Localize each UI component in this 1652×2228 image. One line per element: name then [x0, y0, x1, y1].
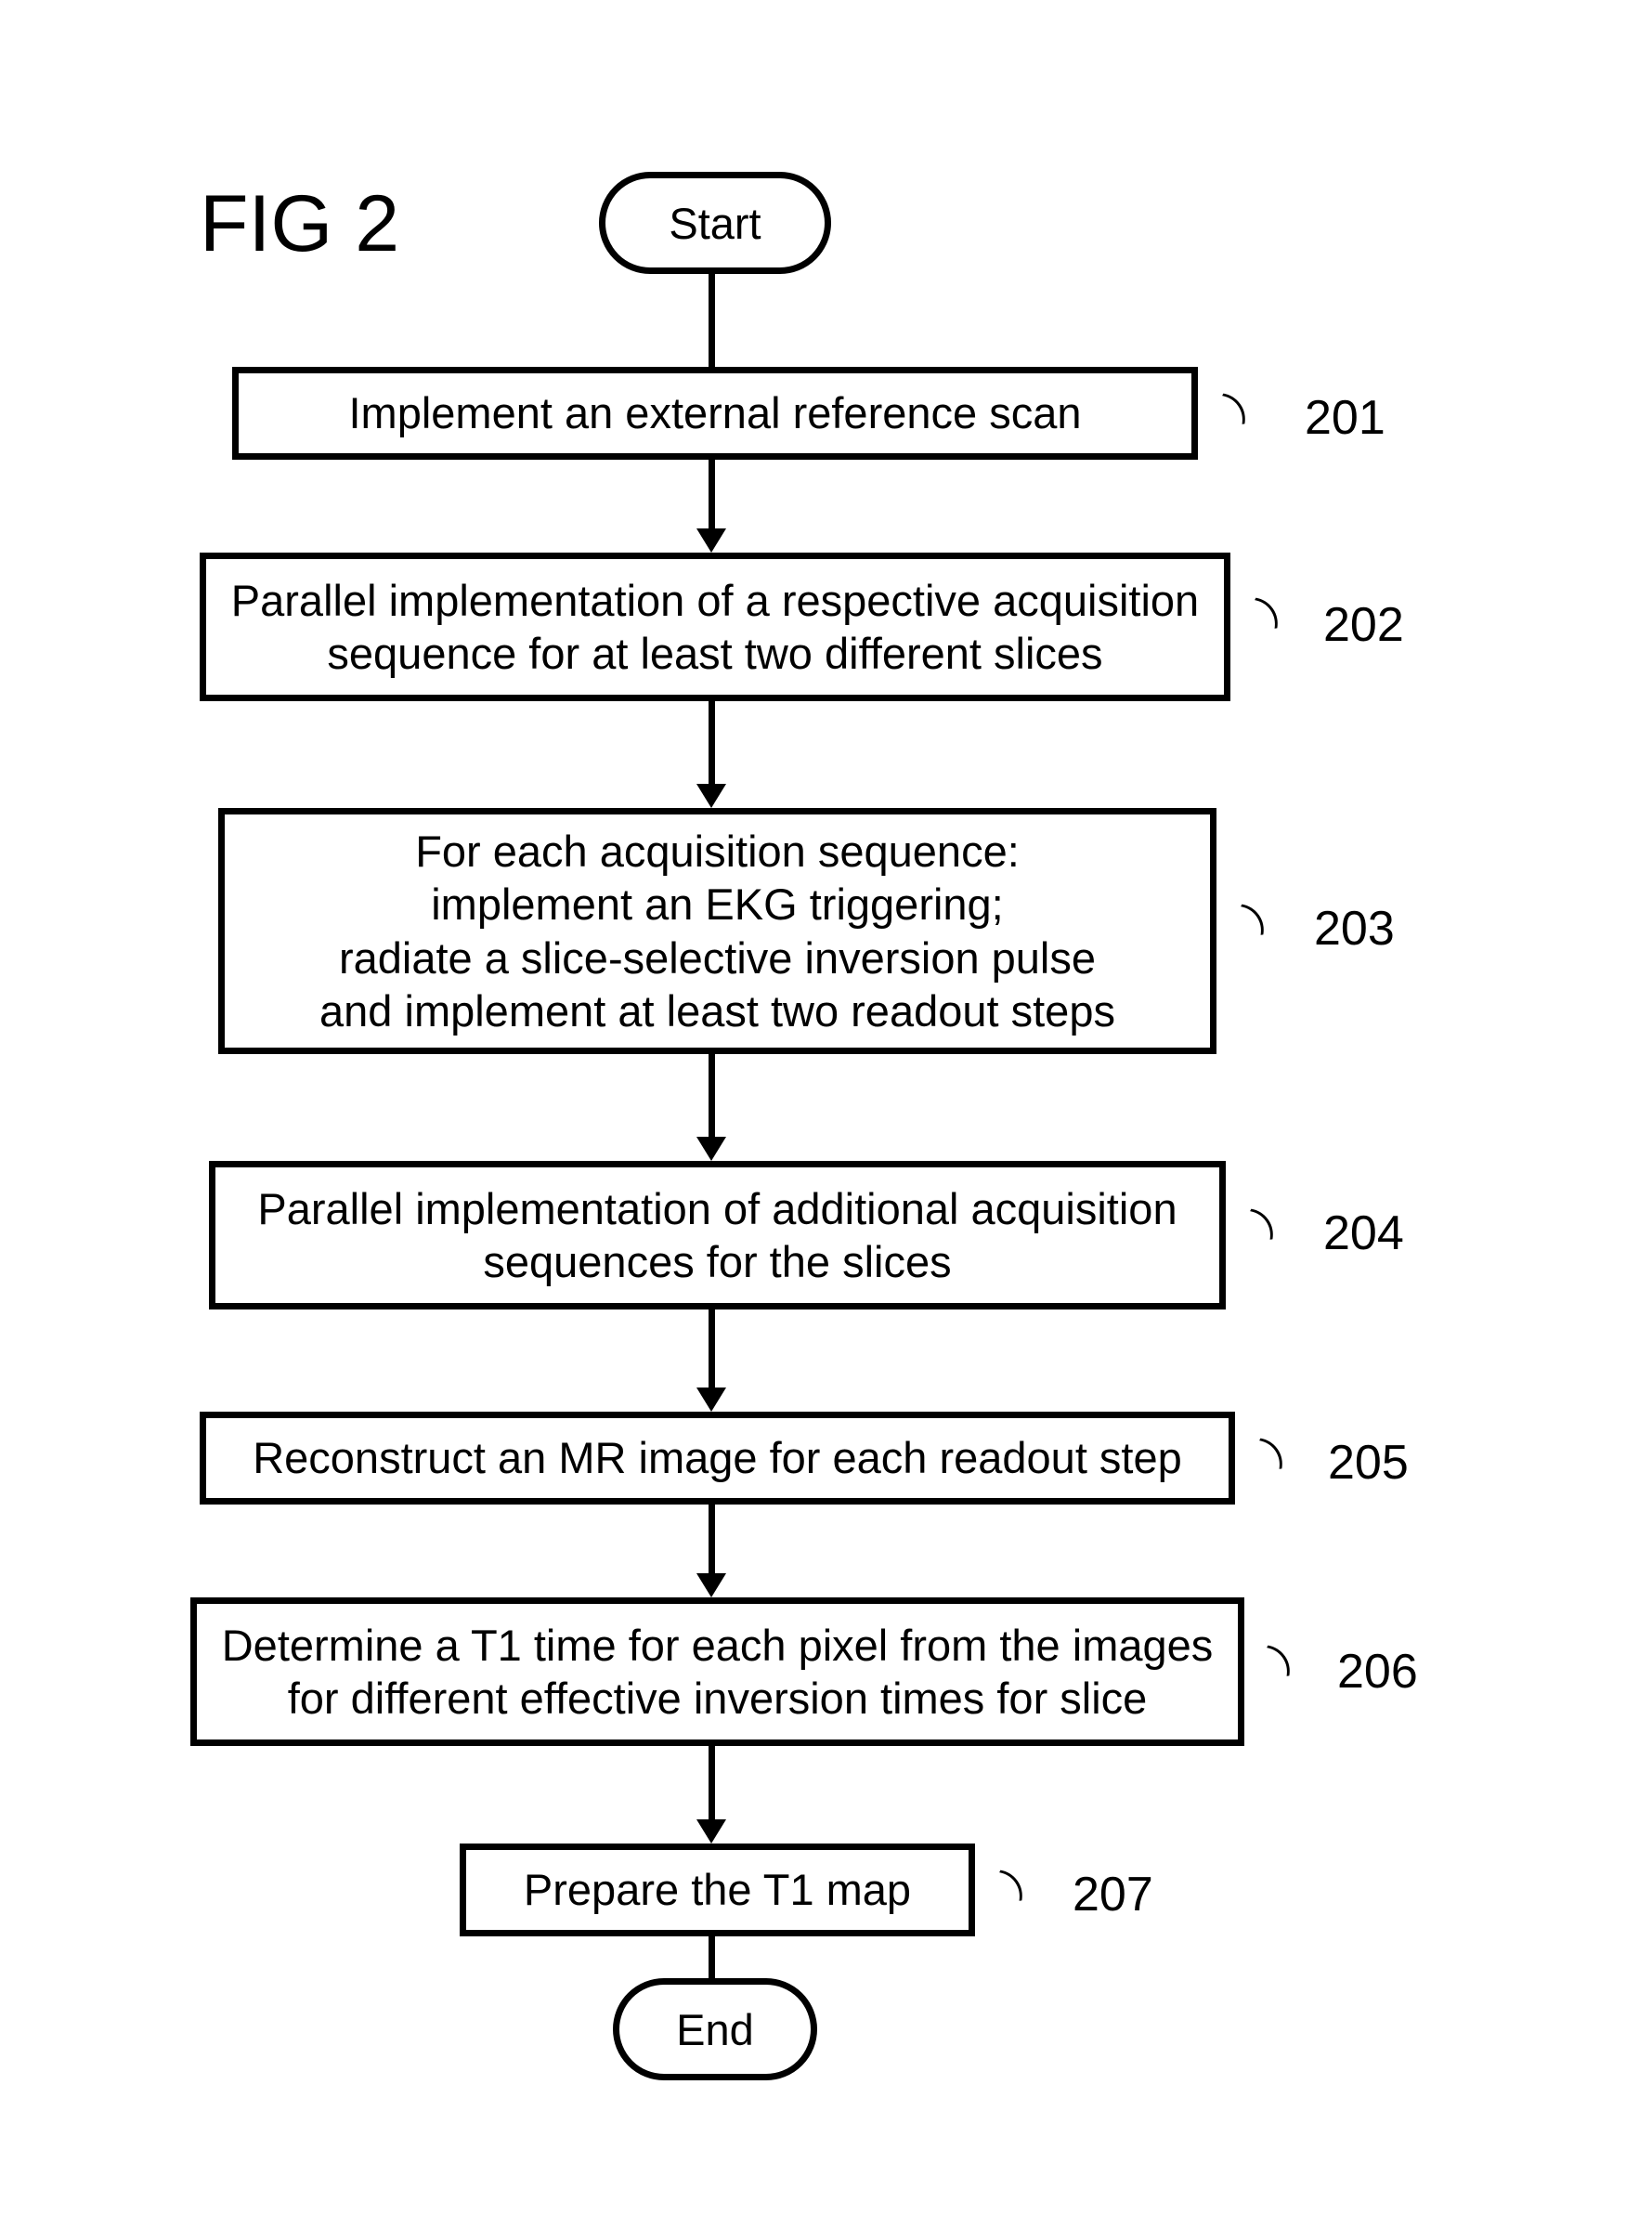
- ref-207: 207: [1073, 1867, 1153, 1922]
- tick-205: ⌒: [1229, 1427, 1298, 1491]
- step-text: Parallel implementation of additional ac…: [257, 1182, 1177, 1289]
- step-202: Parallel implementation of a respective …: [200, 553, 1230, 701]
- connector-line: [709, 460, 715, 532]
- terminator-start: Start: [599, 172, 831, 274]
- arrowhead-icon: [696, 528, 726, 553]
- tick-206: ⌒: [1237, 1634, 1306, 1698]
- arrowhead-icon: [696, 784, 726, 808]
- ref-201: 201: [1305, 390, 1385, 446]
- figure-label: FIG 2: [200, 178, 399, 270]
- step-text: Parallel implementation of a respective …: [231, 574, 1199, 681]
- ref-202: 202: [1323, 597, 1404, 653]
- arrowhead-icon: [696, 1388, 726, 1412]
- connector-line: [709, 1505, 715, 1577]
- arrowhead-icon: [696, 1819, 726, 1844]
- connector-line: [709, 701, 715, 788]
- ref-203: 203: [1314, 901, 1395, 957]
- ref-206: 206: [1337, 1644, 1418, 1700]
- ref-205: 205: [1328, 1435, 1409, 1491]
- terminator-end: End: [613, 1978, 817, 2080]
- step-205: Reconstruct an MR image for each readout…: [200, 1412, 1235, 1505]
- step-text: Reconstruct an MR image for each readout…: [253, 1431, 1182, 1484]
- connector-line: [709, 274, 715, 367]
- step-201: Implement an external reference scan: [232, 367, 1198, 460]
- connector-line: [709, 1936, 715, 1978]
- step-204: Parallel implementation of additional ac…: [209, 1161, 1226, 1309]
- step-text: Prepare the T1 map: [524, 1863, 911, 1916]
- terminator-end-text: End: [676, 2004, 754, 2055]
- ref-204: 204: [1323, 1205, 1404, 1261]
- step-text: Determine a T1 time for each pixel from …: [222, 1619, 1214, 1726]
- connector-line: [709, 1054, 715, 1140]
- tick-204: ⌒: [1220, 1197, 1289, 1261]
- tick-203: ⌒: [1211, 893, 1280, 957]
- terminator-start-text: Start: [669, 198, 761, 249]
- arrowhead-icon: [696, 1137, 726, 1161]
- step-206: Determine a T1 time for each pixel from …: [190, 1597, 1244, 1746]
- tick-201: ⌒: [1192, 382, 1261, 446]
- step-203: For each acquisition sequence:implement …: [218, 808, 1216, 1054]
- tick-207: ⌒: [969, 1858, 1038, 1922]
- step-207: Prepare the T1 map: [460, 1844, 975, 1936]
- connector-line: [709, 1309, 715, 1391]
- arrowhead-icon: [696, 1573, 726, 1597]
- connector-line: [709, 1746, 715, 1823]
- step-text: For each acquisition sequence:implement …: [319, 825, 1115, 1037]
- tick-202: ⌒: [1225, 586, 1294, 650]
- step-text: Implement an external reference scan: [349, 386, 1082, 439]
